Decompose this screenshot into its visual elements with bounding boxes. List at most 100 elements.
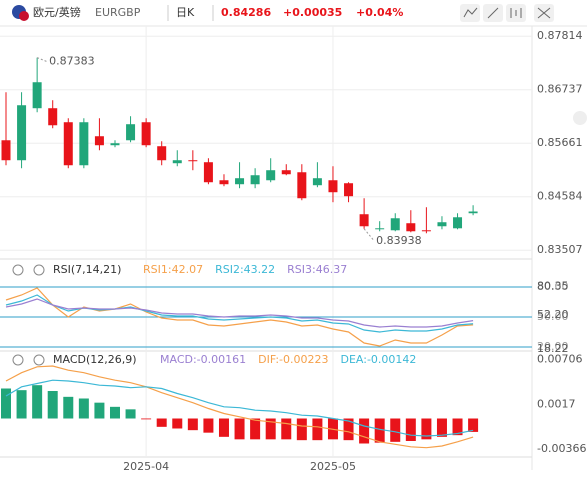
candle-body <box>250 175 260 185</box>
macd-bar <box>436 418 447 437</box>
legend-label: RSI3:46.37 <box>287 263 347 276</box>
candle-body <box>328 180 338 193</box>
rsi-line <box>5 298 474 328</box>
flag-icon <box>19 11 29 21</box>
range-label: 80.35 <box>537 280 569 293</box>
macd-bar <box>250 418 261 440</box>
candle-body <box>421 230 431 232</box>
candle-body <box>266 170 276 181</box>
candle-body <box>48 108 58 126</box>
settings-button[interactable] <box>573 111 587 125</box>
pair-name: 欧元/英镑 <box>33 5 81 19</box>
candle-body <box>63 122 73 166</box>
macd-bar <box>374 418 385 443</box>
legend-label: RSI1:42.07 <box>143 263 203 276</box>
macd-bar <box>390 418 401 442</box>
y-tick-label: -0.00366 <box>537 442 586 455</box>
y-tick-label: 0.00706 <box>537 353 583 366</box>
candle-body <box>79 122 89 166</box>
macd-bar <box>32 385 43 419</box>
gear-icon[interactable] <box>33 264 45 276</box>
y-tick-label: 0.85661 <box>537 136 583 149</box>
y-tick-label: 0.87814 <box>537 29 583 42</box>
macd-bar <box>405 418 416 441</box>
candle-body <box>235 178 245 185</box>
range-label: 18.22 <box>537 342 569 355</box>
legend-label: DIF:-0.00223 <box>258 353 328 366</box>
candle-body <box>141 122 151 146</box>
macd-bar <box>78 398 89 419</box>
eye-icon[interactable] <box>12 354 24 366</box>
annotation: 0.83938 <box>376 234 422 247</box>
y-tick-label: 0.84584 <box>537 190 583 203</box>
rsi-title: RSI(7,14,21) <box>53 263 121 276</box>
change: +0.00035 <box>283 6 342 19</box>
candle-body <box>110 143 120 146</box>
annotation-leader <box>36 57 48 63</box>
y-tick-label: 20.00 <box>537 340 569 353</box>
candle-body <box>94 136 104 146</box>
macd-bar <box>265 418 276 440</box>
macd-bar <box>343 418 354 441</box>
macd-bar <box>172 418 183 429</box>
macd-bar <box>16 390 27 419</box>
price: 0.84286 <box>221 6 271 19</box>
candle-body <box>219 180 229 185</box>
candle-body <box>32 82 42 109</box>
rsi-header: RSI(7,14,21) <box>12 263 121 276</box>
legend-label: MACD:-0.00161 <box>160 353 246 366</box>
y-tick-label: 0.86737 <box>537 83 583 96</box>
legend-label: RSI2:43.22 <box>215 263 275 276</box>
icon <box>487 7 499 19</box>
candle-body <box>390 218 400 231</box>
macd-bar <box>47 391 58 419</box>
macd-bar <box>109 406 120 419</box>
macd-bar <box>63 396 74 419</box>
candle-body <box>453 217 463 229</box>
candle-body <box>359 214 369 227</box>
candle-body <box>375 228 385 230</box>
macd-bar <box>296 418 307 441</box>
macd-bar <box>125 409 136 419</box>
header: 欧元/英镑 EURGBP 日K 0.84286 +0.00035 +0.04% <box>12 4 587 125</box>
icon <box>510 8 522 18</box>
candle-body <box>437 222 447 227</box>
candle-body <box>344 183 354 197</box>
macd-title: MACD(12,26,9) <box>53 353 137 366</box>
candle-body <box>297 172 307 199</box>
macd-bar <box>1 388 11 419</box>
candle-body <box>281 170 291 175</box>
gear-icon[interactable] <box>33 354 45 366</box>
macd-bar <box>234 418 245 440</box>
indicator-button[interactable] <box>460 4 480 22</box>
range-label: 52.20 <box>537 308 569 321</box>
icon <box>537 7 551 19</box>
macd-bar <box>312 418 323 441</box>
macd-bar <box>141 418 152 420</box>
candle-body <box>312 178 322 186</box>
macd-bar <box>218 418 229 437</box>
annotation-leader <box>363 228 375 242</box>
macd-bar <box>359 418 370 444</box>
y-tick-label: 0.0017 <box>537 397 576 410</box>
macd-line <box>5 379 474 437</box>
macd-bar <box>94 402 105 419</box>
eye-icon[interactable] <box>12 264 24 276</box>
legend-label: DEA:-0.00142 <box>341 353 417 366</box>
macd-bar <box>203 418 214 433</box>
x-tick-label: 2025-04 <box>123 460 169 473</box>
y-tick-label: 0.83507 <box>537 243 583 256</box>
macd-bar <box>452 418 463 436</box>
macd-bar <box>281 418 292 440</box>
candle-body <box>1 140 11 161</box>
macd-bar <box>156 418 167 427</box>
candle-body <box>172 160 182 164</box>
macd-line <box>5 365 474 449</box>
candle-body <box>188 160 198 162</box>
icon <box>463 7 478 18</box>
macd-header: MACD(12,26,9) <box>12 353 137 366</box>
candle-body <box>17 105 27 161</box>
